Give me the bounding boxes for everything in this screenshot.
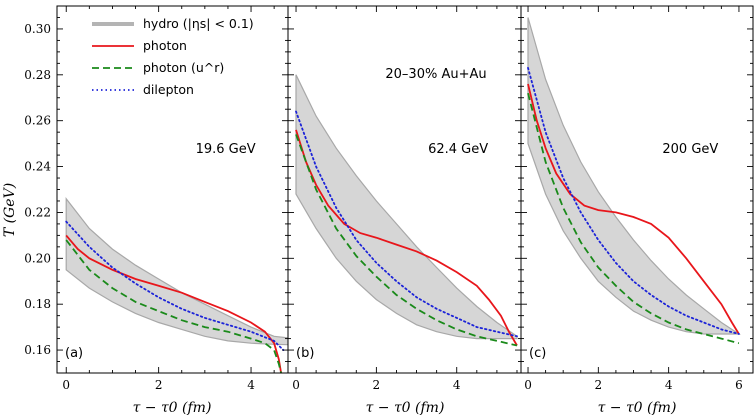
series-photon-b	[295, 129, 518, 346]
x-axis-title-a: τ − τ0 (fm)	[133, 400, 212, 416]
panel-label-b: (b)	[296, 346, 314, 361]
y-tick-label: 0.24	[24, 160, 51, 174]
energy-label-a: 19.6 GeV	[196, 142, 256, 157]
y-tick-label: 0.28	[24, 68, 51, 82]
legend-label-0: hydro (|ηs| < 0.1)	[143, 16, 254, 31]
series-photon-a	[65, 234, 282, 373]
x-tick-label-c: 0	[524, 378, 532, 392]
x-axis-title-b: τ − τ0 (fm)	[366, 400, 445, 416]
legend-item-3: dilepton	[92, 82, 194, 97]
energy-label-b: 62.4 GeV	[428, 142, 488, 157]
y-tick-label: 0.30	[24, 22, 51, 36]
x-axis-title-c: τ − τ0 (fm)	[598, 400, 677, 416]
series-dilepton-a	[65, 220, 285, 351]
panel-label-a: (a)	[65, 346, 83, 361]
x-tick-label-a: 0	[62, 378, 70, 392]
y-tick-label: 0.18	[24, 297, 51, 311]
x-tick-label-c: 4	[665, 378, 673, 392]
y-tick-label: 0.26	[24, 114, 51, 128]
y-tick-label: 0.20	[24, 251, 51, 265]
panel-label-c: (c)	[529, 346, 546, 361]
x-tick-label-c: 2	[595, 378, 603, 392]
legend-label-1: photon	[143, 38, 187, 53]
hydro-band-c	[527, 17, 741, 335]
series-photon-c	[527, 83, 740, 335]
y-tick-label: 0.16	[24, 343, 51, 357]
x-tick-label-c: 6	[735, 378, 743, 392]
legend-label-2: photon (u^r)	[143, 60, 224, 75]
panels: 0 2 4 0.16 0.18 0.20 0.22 0.24 0.26 0.28 0.30 (a) 19…	[24, 5, 754, 392]
x-tick-label-b: 0	[292, 378, 300, 392]
plot-area-b	[295, 74, 518, 347]
legend-item-2: photon (u^r)	[92, 60, 224, 75]
energy-label-c: 200 GeV	[662, 142, 718, 157]
x-tick-label-b: 2	[373, 378, 381, 392]
series-dilepton-b	[295, 110, 518, 338]
system-label: 20–30% Au+Au	[385, 67, 486, 82]
x-tick-label-a: 4	[247, 378, 255, 392]
panel-b: 0 2 4 (b) 62.4 GeV	[287, 5, 522, 392]
legend-item-0: hydro (|ηs| < 0.1)	[92, 16, 254, 31]
legend-label-3: dilepton	[143, 82, 194, 97]
y-tick-label: 0.22	[24, 205, 51, 219]
series-dilepton-c	[527, 67, 740, 335]
x-tick-label-a: 2	[155, 378, 163, 392]
panel-a: 0 2 4 0.16 0.18 0.20 0.22 0.24 0.26 0.28 0.30 (a) 19…	[24, 5, 289, 392]
hydro-band-b	[295, 74, 518, 340]
panel-c: 0 2 4 6 (c) 200 GeV	[520, 5, 754, 392]
plot-area-a	[65, 196, 288, 373]
series-photon-ur-a	[65, 239, 282, 373]
y-axis-title-text: T (GeV)	[2, 183, 18, 237]
y-axis-title: T (GeV)	[2, 183, 18, 237]
x-tick-label-b: 4	[453, 378, 461, 392]
legend: hydro (|ηs| < 0.1) photon photon (u^r) dile…	[92, 16, 254, 97]
series-photon-ur-b	[295, 134, 518, 347]
hydro-band-a	[65, 196, 288, 346]
plot-area-c	[527, 17, 741, 345]
legend-item-1: photon	[92, 38, 187, 53]
